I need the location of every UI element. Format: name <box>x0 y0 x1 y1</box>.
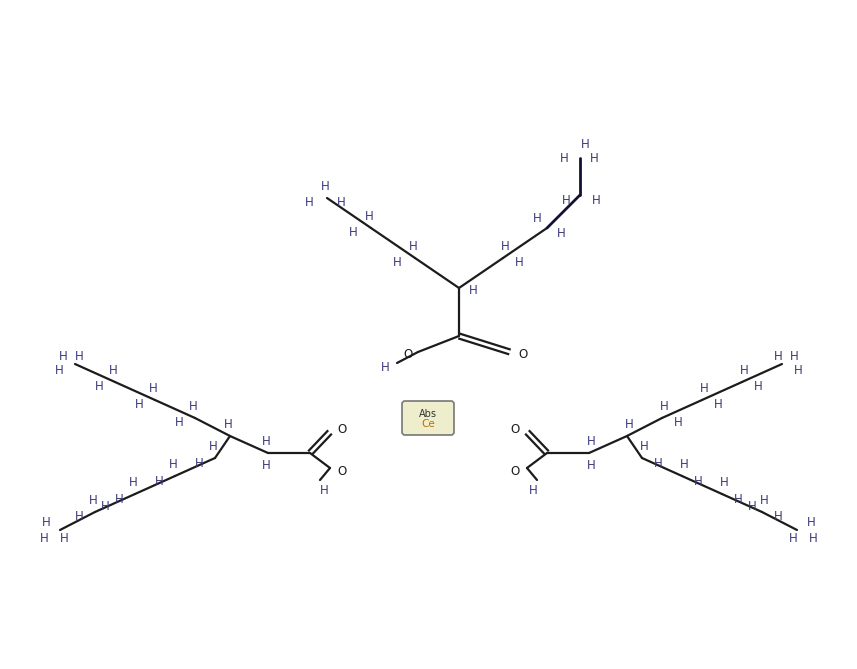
Text: H: H <box>58 349 68 363</box>
Text: H: H <box>590 151 598 165</box>
Text: H: H <box>674 415 682 429</box>
Text: H: H <box>774 510 782 524</box>
Text: H: H <box>75 349 83 363</box>
Text: H: H <box>587 434 596 448</box>
Text: H: H <box>625 417 633 430</box>
Text: H: H <box>304 195 314 209</box>
Text: H: H <box>699 381 709 395</box>
Text: H: H <box>88 494 98 506</box>
Text: O: O <box>338 464 346 478</box>
Text: H: H <box>393 256 401 268</box>
Text: H: H <box>591 193 601 207</box>
Text: H: H <box>639 440 649 452</box>
Text: H: H <box>135 397 143 411</box>
Text: H: H <box>364 209 374 223</box>
Text: H: H <box>224 417 232 430</box>
Text: H: H <box>532 211 542 225</box>
Text: H: H <box>714 397 722 411</box>
Text: H: H <box>94 379 104 393</box>
Text: H: H <box>560 151 568 165</box>
Text: H: H <box>261 458 270 472</box>
Text: H: H <box>500 240 509 252</box>
Text: H: H <box>469 284 477 296</box>
Text: H: H <box>409 240 417 252</box>
Text: O: O <box>518 347 528 361</box>
Text: H: H <box>195 456 203 470</box>
Text: H: H <box>587 458 596 472</box>
FancyBboxPatch shape <box>402 401 454 435</box>
Text: H: H <box>529 484 537 496</box>
Text: H: H <box>109 363 117 377</box>
Text: H: H <box>129 476 137 488</box>
Text: H: H <box>514 256 524 268</box>
Text: H: H <box>169 458 177 470</box>
Text: H: H <box>349 225 357 239</box>
Text: H: H <box>789 349 799 363</box>
Text: H: H <box>788 531 797 545</box>
Text: H: H <box>809 531 818 545</box>
Text: H: H <box>115 492 123 506</box>
Text: H: H <box>720 476 728 488</box>
Text: H: H <box>55 363 63 377</box>
Text: H: H <box>321 179 329 193</box>
Text: H: H <box>734 492 742 506</box>
Text: H: H <box>806 516 815 529</box>
Text: H: H <box>189 399 197 413</box>
Text: H: H <box>747 500 757 512</box>
Text: H: H <box>774 349 782 363</box>
Text: Ce: Ce <box>421 419 434 429</box>
Text: H: H <box>740 363 748 377</box>
Text: H: H <box>42 516 51 529</box>
Text: O: O <box>338 423 346 436</box>
Text: H: H <box>75 510 83 524</box>
Text: H: H <box>208 440 218 452</box>
Text: H: H <box>794 363 802 377</box>
Text: H: H <box>654 456 662 470</box>
Text: H: H <box>100 500 110 512</box>
Text: H: H <box>154 474 164 488</box>
Text: O: O <box>404 347 412 361</box>
Text: H: H <box>660 399 668 413</box>
Text: H: H <box>581 138 590 151</box>
Text: H: H <box>381 361 389 373</box>
Text: H: H <box>557 227 566 240</box>
Text: H: H <box>759 494 769 506</box>
Text: H: H <box>148 381 158 395</box>
Text: H: H <box>39 531 48 545</box>
Text: H: H <box>337 195 345 209</box>
Text: H: H <box>693 474 703 488</box>
Text: H: H <box>561 193 571 207</box>
Text: H: H <box>753 379 763 393</box>
Text: H: H <box>680 458 688 470</box>
Text: H: H <box>261 434 270 448</box>
Text: H: H <box>320 484 328 496</box>
Text: Abs: Abs <box>419 409 437 419</box>
Text: H: H <box>60 531 69 545</box>
Text: O: O <box>511 464 519 478</box>
Text: O: O <box>511 423 519 436</box>
Text: H: H <box>175 415 183 429</box>
